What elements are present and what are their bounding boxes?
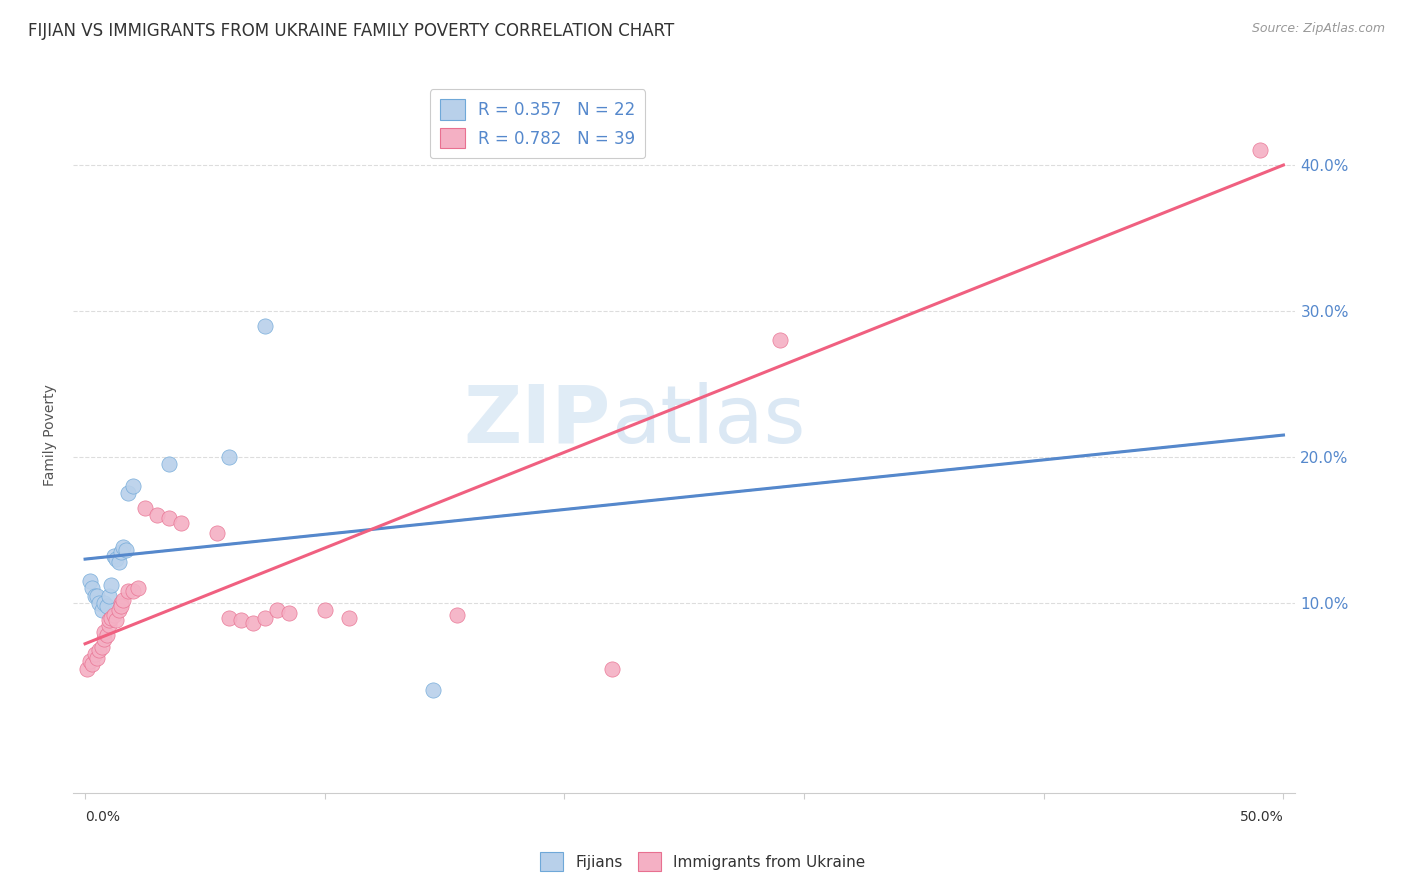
Point (170, 516, 193, 530)
Point (107, 555, 129, 569)
Point (89, 596, 111, 610)
Text: 0.0%: 0.0% (86, 810, 120, 824)
Point (98, 617, 121, 632)
Point (89, 642, 111, 657)
Point (602, 662, 624, 676)
Point (96, 628, 118, 642)
Point (103, 607, 125, 622)
Point (86, 589, 108, 603)
Point (112, 593, 135, 607)
Point (83, 647, 105, 661)
Point (90, 640, 112, 654)
Text: 50.0%: 50.0% (1240, 810, 1284, 824)
Point (90, 603, 112, 617)
Legend: R = 0.357   N = 22, R = 0.782   N = 39: R = 0.357 N = 22, R = 0.782 N = 39 (430, 89, 645, 159)
Y-axis label: Family Poverty: Family Poverty (44, 384, 58, 486)
Point (110, 599, 132, 613)
Text: Source: ZipAtlas.com: Source: ZipAtlas.com (1251, 22, 1385, 36)
Point (122, 584, 145, 599)
Point (96, 599, 118, 613)
Text: FIJIAN VS IMMIGRANTS FROM UKRAINE FAMILY POVERTY CORRELATION CHART: FIJIAN VS IMMIGRANTS FROM UKRAINE FAMILY… (28, 22, 675, 40)
Point (422, 683, 444, 698)
Point (107, 603, 129, 617)
Point (114, 543, 136, 558)
Text: ZIP: ZIP (464, 382, 612, 459)
Point (769, 333, 792, 347)
Point (117, 486, 139, 500)
Point (93, 632, 115, 647)
Point (79, 574, 101, 588)
Point (446, 607, 468, 622)
Point (218, 450, 240, 464)
Point (79, 654, 101, 668)
Point (157, 511, 180, 525)
Text: atlas: atlas (612, 382, 806, 459)
Point (242, 616, 264, 631)
Point (82, 657, 104, 672)
Point (1249, 144, 1271, 158)
Point (86, 651, 108, 665)
Point (122, 479, 145, 493)
Point (127, 582, 149, 596)
Point (277, 606, 299, 620)
Point (100, 578, 122, 592)
Point (98, 614, 121, 628)
Point (105, 552, 128, 566)
Point (112, 541, 135, 555)
Point (93, 596, 115, 610)
Point (103, 549, 125, 564)
Point (82, 582, 104, 596)
Point (229, 614, 252, 628)
Point (110, 545, 132, 559)
Point (253, 610, 276, 624)
Point (100, 610, 122, 624)
Point (218, 610, 240, 624)
Legend: Fijians, Immigrants from Ukraine: Fijians, Immigrants from Ukraine (534, 847, 872, 877)
Point (117, 584, 139, 599)
Point (337, 610, 360, 624)
Point (205, 525, 228, 540)
Point (76, 662, 98, 676)
Point (314, 603, 336, 617)
Point (110, 596, 132, 610)
Point (98, 589, 121, 603)
Point (83, 589, 105, 603)
Point (157, 457, 180, 471)
Point (253, 318, 276, 333)
Point (266, 603, 288, 617)
Point (105, 614, 128, 628)
Point (134, 501, 156, 516)
Point (93, 625, 115, 640)
Point (146, 508, 169, 523)
